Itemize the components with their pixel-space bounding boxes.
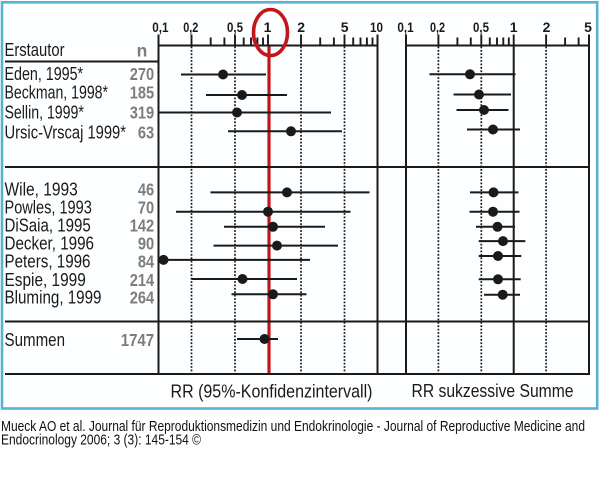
svg-text:142: 142 — [130, 215, 155, 235]
svg-text:Endocrinology 2006; 3 (3): 145: Endocrinology 2006; 3 (3): 145-154 © — [1, 432, 201, 449]
svg-text:2: 2 — [543, 19, 551, 35]
svg-text:Powles, 1993: Powles, 1993 — [5, 198, 92, 218]
svg-text:46: 46 — [138, 180, 155, 200]
svg-text:5: 5 — [584, 19, 592, 35]
svg-text:0,5: 0,5 — [473, 19, 489, 35]
svg-text:DiSaia, 1995: DiSaia, 1995 — [5, 215, 91, 235]
svg-text:RR sukzessive Summe: RR sukzessive Summe — [412, 381, 574, 401]
svg-text:319: 319 — [130, 103, 155, 123]
svg-text:0,1: 0,1 — [397, 19, 413, 35]
svg-text:1: 1 — [264, 19, 272, 35]
svg-text:Erstautor: Erstautor — [5, 40, 65, 60]
svg-text:Sellin, 1999*: Sellin, 1999* — [5, 103, 84, 123]
svg-text:0,2: 0,2 — [430, 19, 445, 35]
svg-text:Mueck AO et al. Journal für Re: Mueck AO et al. Journal für Reproduktion… — [1, 418, 585, 435]
svg-text:Summen: Summen — [5, 330, 66, 350]
svg-text:Espie, 1999: Espie, 1999 — [5, 270, 86, 290]
svg-text:63: 63 — [138, 123, 155, 143]
svg-text:2: 2 — [297, 19, 305, 35]
svg-text:Bluming, 1999: Bluming, 1999 — [5, 288, 102, 308]
svg-text:Decker, 1996: Decker, 1996 — [5, 233, 95, 253]
svg-text:Ursic-Vrscaj 1999*: Ursic-Vrscaj 1999* — [5, 123, 127, 143]
svg-text:264: 264 — [130, 288, 155, 308]
svg-text:1: 1 — [510, 19, 518, 35]
svg-text:0,2: 0,2 — [183, 19, 198, 35]
svg-text:214: 214 — [130, 270, 155, 290]
svg-text:10: 10 — [370, 19, 383, 35]
svg-text:Beckman, 1998*: Beckman, 1998* — [5, 83, 109, 103]
svg-text:Wile, 1993: Wile, 1993 — [5, 180, 78, 200]
svg-text:90: 90 — [138, 233, 155, 253]
svg-text:RR (95%-Konfidenzintervall): RR (95%-Konfidenzintervall) — [171, 381, 373, 401]
svg-text:84: 84 — [138, 251, 155, 271]
svg-text:1747: 1747 — [121, 330, 155, 350]
svg-text:Eden, 1995*: Eden, 1995* — [5, 64, 84, 84]
svg-text:185: 185 — [130, 83, 155, 103]
svg-text:0,1: 0,1 — [152, 19, 168, 35]
svg-text:0,5: 0,5 — [227, 19, 243, 35]
svg-text:70: 70 — [138, 198, 155, 218]
svg-text:n: n — [137, 41, 148, 61]
svg-text:5: 5 — [341, 19, 349, 35]
svg-text:Peters, 1996: Peters, 1996 — [5, 251, 91, 271]
svg-text:270: 270 — [130, 64, 155, 84]
